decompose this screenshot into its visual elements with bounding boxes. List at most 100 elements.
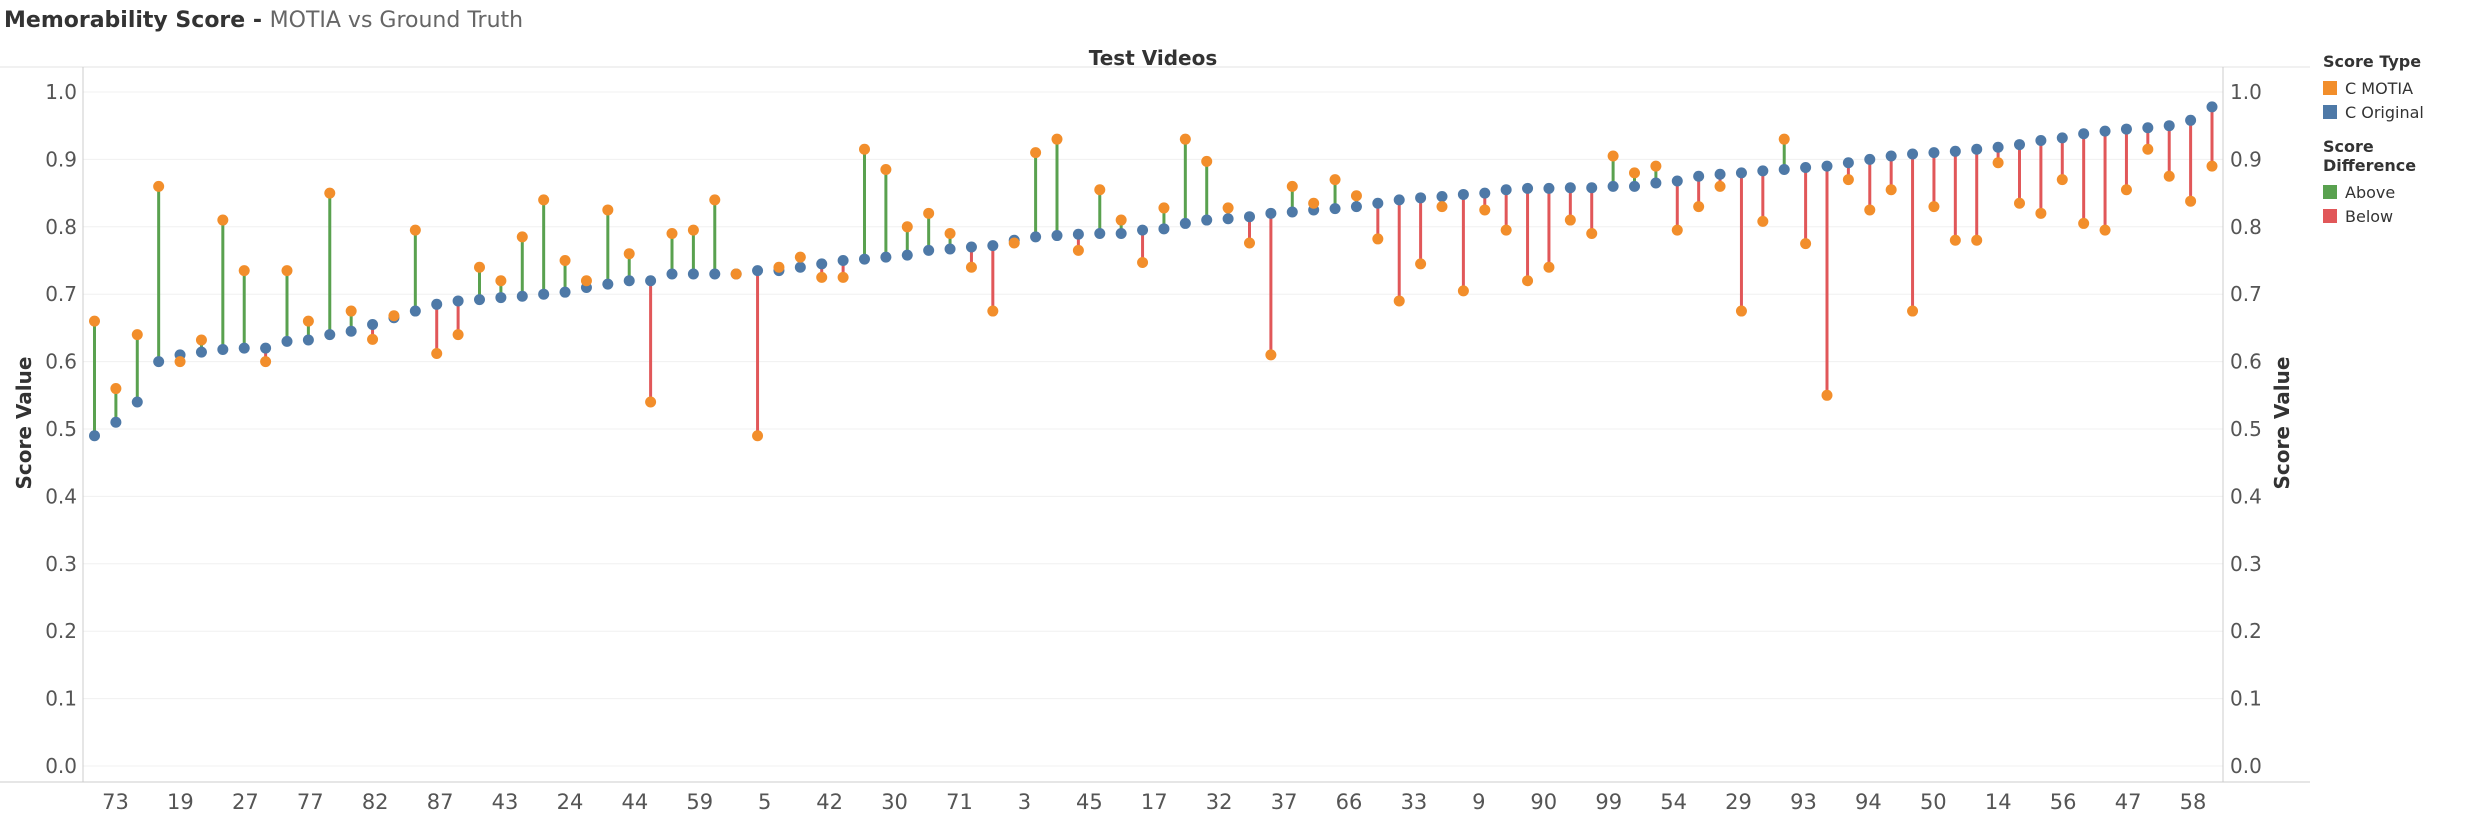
motia-dot[interactable]	[2014, 197, 2025, 209]
motia-dot[interactable]	[987, 305, 999, 317]
motia-dot[interactable]	[1928, 201, 1940, 213]
legend-item-motia[interactable]: C MOTIA	[2323, 76, 2424, 100]
original-dot[interactable]	[1607, 180, 1619, 192]
original-dot[interactable]	[1372, 197, 1384, 209]
motia-dot[interactable]	[1479, 204, 1491, 216]
motia-dot[interactable]	[1222, 202, 1234, 214]
motia-dot[interactable]	[431, 348, 443, 360]
original-dot[interactable]	[965, 241, 977, 253]
motia-dot[interactable]	[1650, 160, 1662, 172]
original-dot[interactable]	[2163, 120, 2175, 132]
original-dot[interactable]	[1757, 165, 1769, 177]
motia-dot[interactable]	[2078, 217, 2090, 229]
original-dot[interactable]	[880, 251, 892, 263]
motia-dot[interactable]	[1158, 202, 1170, 214]
motia-dot[interactable]	[1864, 204, 1876, 216]
original-dot[interactable]	[1415, 192, 1427, 204]
motia-dot[interactable]	[1907, 305, 1919, 317]
original-dot[interactable]	[1949, 145, 1961, 157]
motia-dot[interactable]	[2035, 207, 2047, 219]
original-dot[interactable]	[1522, 182, 1534, 194]
original-dot[interactable]	[1864, 153, 1876, 165]
motia-dot[interactable]	[1201, 155, 1213, 167]
original-dot[interactable]	[923, 244, 935, 256]
legend-item-above[interactable]: Above	[2323, 180, 2471, 204]
motia-dot[interactable]	[752, 430, 764, 442]
motia-dot[interactable]	[2142, 143, 2154, 155]
motia-dot[interactable]	[859, 143, 870, 155]
motia-dot[interactable]	[1308, 197, 1320, 209]
original-dot[interactable]	[110, 416, 122, 428]
motia-dot[interactable]	[880, 164, 892, 176]
original-dot[interactable]	[1821, 160, 1833, 172]
original-dot[interactable]	[1543, 182, 1555, 194]
original-dot[interactable]	[1650, 177, 1662, 189]
original-dot[interactable]	[1072, 228, 1084, 240]
original-dot[interactable]	[1244, 211, 1255, 223]
motia-dot[interactable]	[1607, 150, 1619, 162]
motia-dot[interactable]	[1757, 215, 1769, 227]
motia-dot[interactable]	[623, 248, 635, 260]
motia-dot[interactable]	[131, 329, 143, 341]
motia-dot[interactable]	[538, 194, 550, 206]
original-dot[interactable]	[1735, 167, 1747, 179]
motia-dot[interactable]	[730, 268, 742, 280]
original-dot[interactable]	[538, 288, 550, 300]
original-dot[interactable]	[1350, 201, 1362, 213]
original-dot[interactable]	[452, 295, 464, 307]
motia-dot[interactable]	[516, 231, 528, 243]
motia-dot[interactable]	[1500, 224, 1512, 236]
original-dot[interactable]	[281, 335, 293, 347]
motia-dot[interactable]	[559, 255, 571, 266]
motia-dot[interactable]	[2099, 224, 2111, 236]
original-dot[interactable]	[1051, 230, 1063, 242]
original-dot[interactable]	[324, 329, 336, 341]
original-dot[interactable]	[1115, 228, 1127, 240]
motia-dot[interactable]	[495, 275, 507, 287]
motia-dot[interactable]	[1971, 234, 1983, 246]
motia-dot[interactable]	[2120, 184, 2132, 196]
motia-dot[interactable]	[1586, 228, 1598, 240]
original-dot[interactable]	[516, 290, 528, 302]
legend-item-below[interactable]: Below	[2323, 204, 2471, 228]
motia-dot[interactable]	[89, 315, 100, 327]
motia-dot[interactable]	[1949, 234, 1961, 246]
original-dot[interactable]	[1564, 182, 1576, 194]
original-dot[interactable]	[1671, 175, 1683, 187]
motia-dot[interactable]	[1842, 174, 1854, 186]
original-dot[interactable]	[89, 430, 100, 442]
motia-dot[interactable]	[666, 228, 678, 240]
original-dot[interactable]	[1714, 168, 1726, 180]
motia-dot[interactable]	[837, 271, 849, 283]
original-dot[interactable]	[238, 342, 250, 354]
motia-dot[interactable]	[1008, 237, 1020, 249]
motia-dot[interactable]	[1629, 167, 1640, 179]
motia-dot[interactable]	[260, 356, 272, 368]
motia-dot[interactable]	[1415, 258, 1427, 270]
original-dot[interactable]	[1436, 190, 1448, 202]
original-dot[interactable]	[495, 292, 507, 304]
original-dot[interactable]	[1629, 180, 1640, 192]
original-dot[interactable]	[645, 275, 657, 287]
motia-dot[interactable]	[174, 356, 186, 368]
motia-dot[interactable]	[1522, 275, 1534, 287]
original-dot[interactable]	[816, 258, 828, 270]
original-dot[interactable]	[709, 268, 721, 280]
original-dot[interactable]	[2056, 132, 2068, 144]
original-dot[interactable]	[195, 346, 207, 358]
legend-item-original[interactable]: C Original	[2323, 100, 2424, 124]
original-dot[interactable]	[687, 268, 699, 280]
motia-dot[interactable]	[409, 224, 421, 236]
motia-dot[interactable]	[1051, 133, 1063, 145]
original-dot[interactable]	[1992, 141, 2004, 153]
original-dot[interactable]	[1393, 194, 1405, 206]
motia-dot[interactable]	[1735, 305, 1747, 317]
motia-dot[interactable]	[1137, 257, 1149, 269]
original-dot[interactable]	[1586, 182, 1598, 194]
original-dot[interactable]	[2099, 125, 2111, 137]
motia-dot[interactable]	[923, 207, 935, 219]
motia-dot[interactable]	[1693, 201, 1705, 213]
motia-dot[interactable]	[452, 329, 464, 341]
motia-dot[interactable]	[1265, 349, 1277, 361]
motia-dot[interactable]	[153, 180, 165, 192]
